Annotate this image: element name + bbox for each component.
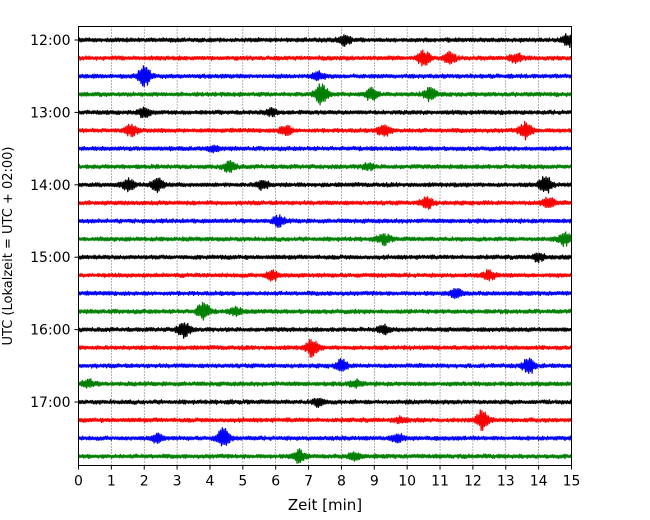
trace-row [77, 176, 573, 194]
y-tick-label: 12:00 [30, 33, 70, 49]
x-tick-label: 14 [530, 474, 548, 490]
x-tick-label: 12 [464, 474, 482, 490]
trace-row [77, 427, 573, 447]
trace-row [77, 83, 573, 106]
seismic-traces [77, 33, 573, 464]
trace-row [77, 287, 573, 300]
trace-row [77, 409, 573, 431]
x-tick-label: 9 [370, 474, 379, 490]
y-tick-label: 16:00 [30, 323, 70, 339]
y-tick-label: 13:00 [30, 105, 70, 121]
trace-row [77, 106, 573, 119]
trace-row [77, 339, 573, 358]
trace-row [77, 301, 573, 321]
x-tick-label: 5 [238, 474, 247, 490]
x-tick-label: 8 [337, 474, 346, 490]
x-axis-label: Zeit [min] [288, 496, 362, 514]
x-tick-label: 11 [431, 474, 449, 490]
x-tick-label: 13 [497, 474, 515, 490]
trace-row [77, 322, 573, 339]
trace-row [77, 448, 573, 464]
x-tick-label: 7 [304, 474, 313, 490]
x-tick-label: 2 [140, 474, 149, 490]
x-tick-label: 1 [107, 474, 116, 490]
y-tick-label: 15:00 [30, 250, 70, 266]
trace-row [77, 231, 573, 248]
x-tick-label: 6 [271, 474, 280, 490]
x-tick-label: 0 [74, 474, 83, 490]
trace-row [77, 144, 573, 154]
vertical-gridlines [111, 26, 539, 466]
trace-row [77, 65, 573, 88]
y-tick-label: 17:00 [30, 395, 70, 411]
trace-row [77, 120, 573, 141]
y-tick-label: 14:00 [30, 178, 70, 194]
y-axis: 12:00 13:00 14:00 15:00 16:00 17:00 [30, 33, 79, 411]
x-tick-label: 10 [398, 474, 416, 490]
trace-row [77, 378, 573, 389]
x-tick-label: 3 [173, 474, 182, 490]
trace-row [77, 33, 573, 49]
trace-row [77, 252, 573, 264]
x-tick-label: 4 [206, 474, 215, 490]
x-tick-label: 15 [563, 474, 581, 490]
trace-row [77, 357, 573, 374]
trace-row [77, 268, 573, 282]
plot-frame [78, 26, 572, 466]
trace-row [77, 397, 573, 408]
y-axis-label: UTC (Lokalzeit = UTC + 02:00) [1, 147, 16, 346]
trace-row [77, 160, 573, 173]
trace-row [77, 49, 573, 67]
trace-row [77, 196, 573, 210]
x-axis: 0 1 2 3 4 5 6 7 8 9 10 11 12 13 14 15 [74, 465, 581, 490]
trace-row [77, 214, 573, 229]
